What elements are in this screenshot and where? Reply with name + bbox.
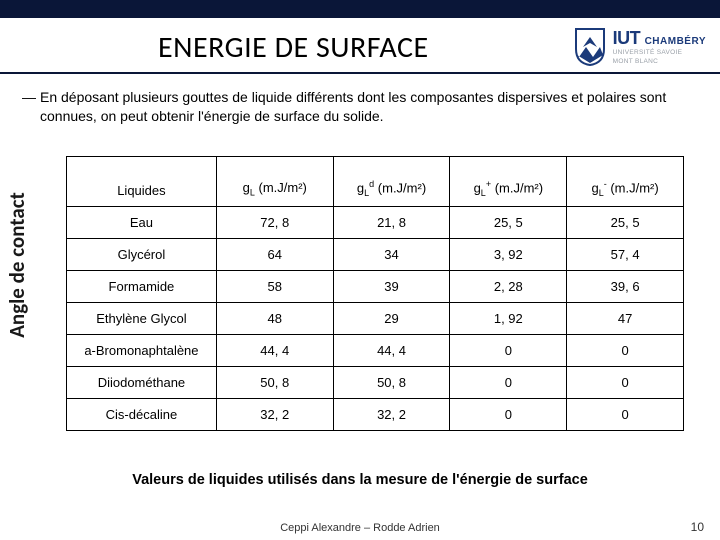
table-cell: 48 [216, 302, 333, 334]
table-cell: Formamide [67, 270, 217, 302]
table-cell: 0 [450, 334, 567, 366]
col-glplus: gL+ (m.J/m²) [450, 157, 567, 207]
table-row: a-Bromonaphtalène44, 444, 400 [67, 334, 684, 366]
table-cell: 72, 8 [216, 206, 333, 238]
table-cell: 47 [567, 302, 684, 334]
table-cell: 32, 2 [216, 398, 333, 430]
table-cell: 3, 92 [450, 238, 567, 270]
table-header-row: Liquides gL (m.J/m²) gLd (m.J/m²) gL+ (m… [67, 157, 684, 207]
table-cell: Glycérol [67, 238, 217, 270]
table-cell: 0 [567, 366, 684, 398]
table-cell: 34 [333, 238, 450, 270]
table-row: Ethylène Glycol48291, 9247 [67, 302, 684, 334]
table-cell: 44, 4 [216, 334, 333, 366]
body-content: En déposant plusieurs gouttes de liquide… [40, 89, 666, 124]
table-cell: 0 [450, 398, 567, 430]
table-cell: Eau [67, 206, 217, 238]
col-liquides: Liquides [67, 157, 217, 207]
table-cell: 64 [216, 238, 333, 270]
logo: IUT CHAMBÉRY UNIVERSITÉ SAVOIE MONT BLAN… [573, 27, 712, 67]
title-row: ENERGIE DE SURFACE IUT CHAMBÉRY UNIVERSI… [0, 18, 720, 74]
table-cell: 39 [333, 270, 450, 302]
data-table: Liquides gL (m.J/m²) gLd (m.J/m²) gL+ (m… [66, 156, 684, 431]
col-glminus: gL- (m.J/m²) [567, 157, 684, 207]
table-cell: 25, 5 [567, 206, 684, 238]
table-cell: 50, 8 [333, 366, 450, 398]
table-cell: 25, 5 [450, 206, 567, 238]
table-cell: 1, 92 [450, 302, 567, 334]
table-row: Glycérol64343, 9257, 4 [67, 238, 684, 270]
table-row: Cis-décaline32, 232, 200 [67, 398, 684, 430]
shield-icon [573, 27, 607, 67]
table-cell: 50, 8 [216, 366, 333, 398]
footer: Ceppi Alexandre – Rodde Adrien [0, 522, 720, 534]
table-cell: 57, 4 [567, 238, 684, 270]
col-gl: gL (m.J/m²) [216, 157, 333, 207]
body-text: —En déposant plusieurs gouttes de liquid… [0, 74, 720, 126]
table-cell: 0 [450, 366, 567, 398]
logo-iut: IUT [613, 28, 641, 48]
table-cell: 58 [216, 270, 333, 302]
table-cell: 0 [567, 334, 684, 366]
sidebar-label: Angle de contact [4, 150, 30, 380]
col-gld: gLd (m.J/m²) [333, 157, 450, 207]
table-cell: 29 [333, 302, 450, 334]
logo-chambery: CHAMBÉRY [645, 36, 706, 47]
table-cell: Cis-décaline [67, 398, 217, 430]
page-number: 10 [691, 520, 704, 534]
table-row: Eau72, 821, 825, 525, 5 [67, 206, 684, 238]
table-cell: a-Bromonaphtalène [67, 334, 217, 366]
table-cell: 0 [567, 398, 684, 430]
table-row: Diiodométhane50, 850, 800 [67, 366, 684, 398]
table-cell: Diiodométhane [67, 366, 217, 398]
top-bar [0, 0, 720, 18]
table-cell: 2, 28 [450, 270, 567, 302]
logo-sub2: MONT BLANC [613, 59, 706, 66]
table-cell: 44, 4 [333, 334, 450, 366]
caption: Valeurs de liquides utilisés dans la mes… [0, 472, 720, 488]
table-cell: 39, 6 [567, 270, 684, 302]
logo-sub1: UNIVERSITÉ SAVOIE [613, 50, 706, 57]
table-cell: 32, 2 [333, 398, 450, 430]
page-title: ENERGIE DE SURFACE [158, 29, 429, 66]
table-cell: Ethylène Glycol [67, 302, 217, 334]
table-row: Formamide58392, 2839, 6 [67, 270, 684, 302]
table-cell: 21, 8 [333, 206, 450, 238]
logo-text: IUT CHAMBÉRY UNIVERSITÉ SAVOIE MONT BLAN… [613, 29, 706, 65]
